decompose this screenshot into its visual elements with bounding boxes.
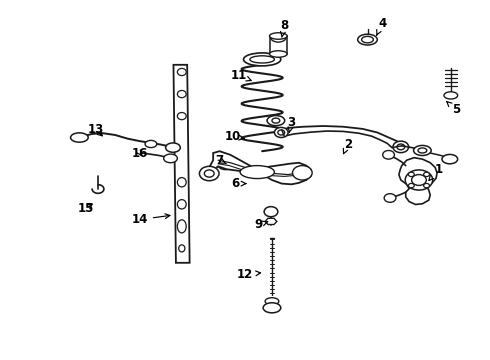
Ellipse shape xyxy=(204,170,214,177)
FancyBboxPatch shape xyxy=(176,128,186,148)
Text: 2: 2 xyxy=(343,138,352,154)
Ellipse shape xyxy=(418,148,427,153)
Ellipse shape xyxy=(424,184,430,188)
Text: 7: 7 xyxy=(216,154,226,167)
Text: 9: 9 xyxy=(254,219,268,231)
Ellipse shape xyxy=(177,177,186,187)
Text: 13: 13 xyxy=(87,123,104,136)
Ellipse shape xyxy=(362,36,373,43)
Ellipse shape xyxy=(177,199,186,209)
Ellipse shape xyxy=(199,166,219,181)
Text: 16: 16 xyxy=(131,147,148,159)
Ellipse shape xyxy=(397,144,405,150)
Ellipse shape xyxy=(293,166,312,180)
Ellipse shape xyxy=(267,116,285,126)
Text: 11: 11 xyxy=(231,69,251,82)
Text: 4: 4 xyxy=(377,17,386,35)
Ellipse shape xyxy=(444,92,458,99)
Text: 10: 10 xyxy=(225,130,245,143)
Ellipse shape xyxy=(424,172,430,176)
Text: 8: 8 xyxy=(280,19,288,37)
Ellipse shape xyxy=(265,298,279,305)
Ellipse shape xyxy=(164,154,177,163)
Ellipse shape xyxy=(358,34,377,45)
Ellipse shape xyxy=(263,303,281,313)
Ellipse shape xyxy=(414,145,431,156)
Ellipse shape xyxy=(408,172,414,176)
Ellipse shape xyxy=(393,141,409,153)
Ellipse shape xyxy=(412,175,426,185)
Text: 5: 5 xyxy=(446,102,460,116)
Ellipse shape xyxy=(177,90,186,98)
Ellipse shape xyxy=(270,51,287,57)
Ellipse shape xyxy=(166,143,180,152)
Text: 12: 12 xyxy=(237,268,261,281)
Ellipse shape xyxy=(177,68,186,76)
Ellipse shape xyxy=(240,166,274,179)
Text: 6: 6 xyxy=(231,177,246,190)
Ellipse shape xyxy=(179,245,185,252)
Ellipse shape xyxy=(270,33,287,39)
Ellipse shape xyxy=(264,207,278,217)
Ellipse shape xyxy=(278,130,285,135)
Ellipse shape xyxy=(442,154,458,164)
Ellipse shape xyxy=(218,158,233,170)
Polygon shape xyxy=(173,65,190,263)
Text: 3: 3 xyxy=(288,116,295,132)
Polygon shape xyxy=(201,151,311,184)
Ellipse shape xyxy=(177,220,186,233)
Ellipse shape xyxy=(384,194,396,202)
FancyBboxPatch shape xyxy=(176,150,186,170)
Text: 14: 14 xyxy=(131,213,170,226)
Ellipse shape xyxy=(274,127,288,138)
Ellipse shape xyxy=(177,112,186,120)
Ellipse shape xyxy=(408,184,414,188)
Ellipse shape xyxy=(250,56,274,63)
Polygon shape xyxy=(399,158,437,204)
Polygon shape xyxy=(265,218,277,225)
Ellipse shape xyxy=(383,150,394,159)
Ellipse shape xyxy=(272,118,280,123)
Ellipse shape xyxy=(145,140,157,148)
Ellipse shape xyxy=(221,161,229,167)
Ellipse shape xyxy=(244,53,281,66)
Text: 1: 1 xyxy=(429,163,442,180)
Text: 15: 15 xyxy=(77,202,94,215)
Ellipse shape xyxy=(405,170,433,190)
Bar xyxy=(270,36,287,54)
Ellipse shape xyxy=(71,133,88,142)
